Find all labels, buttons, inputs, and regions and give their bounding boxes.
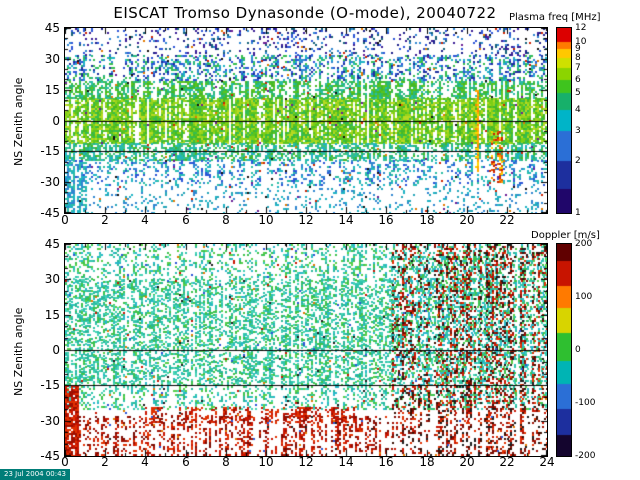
plasma-colorbar xyxy=(556,27,572,214)
x-tick-label: 10 xyxy=(258,455,274,469)
x-tick-label: 18 xyxy=(419,213,435,227)
x-tick-label: 24 xyxy=(539,455,555,469)
doppler-colorbar xyxy=(556,243,572,457)
y-axis-label-doppler: NS Zenith angle xyxy=(12,307,25,396)
y-tick-label: 15 xyxy=(44,83,60,97)
colorbar-tick-label: 5 xyxy=(575,88,581,98)
colorbar-tick-label: 12 xyxy=(575,23,587,33)
colorbar-tick-label: 100 xyxy=(575,292,593,302)
x-tick-label: 2 xyxy=(101,455,109,469)
colorbar-tick-label: 10 xyxy=(575,37,587,47)
y-tick-label: -45 xyxy=(40,206,60,220)
x-tick-label: 8 xyxy=(222,213,230,227)
y-tick-label: -30 xyxy=(40,175,60,189)
colorbar-tick-label: 2 xyxy=(575,156,581,166)
plasma-colorbar-tick-labels: 12 10 9 8 7 6 5 4 3 2 1 xyxy=(575,23,607,218)
doppler-colorbar-label: Doppler [m/s] xyxy=(531,230,600,241)
x-tick-label: 2 xyxy=(101,213,109,227)
y-tick-labels-doppler: 45 30 15 0 -15 -30 -45 xyxy=(34,238,60,462)
y-tick-label: 15 xyxy=(44,308,60,322)
colorbar-tick-label: 0 xyxy=(575,345,581,355)
doppler-heatmap xyxy=(64,243,548,457)
colorbar-tick-label: -200 xyxy=(575,451,596,461)
x-tick-label: 4 xyxy=(141,213,149,227)
y-tick-label: 45 xyxy=(44,21,60,35)
y-tick-label: 30 xyxy=(44,272,60,286)
colorbar-tick-label: 1 xyxy=(575,208,581,218)
x-tick-label: 16 xyxy=(378,455,394,469)
x-tick-label: 20 xyxy=(459,213,475,227)
y-tick-label: -15 xyxy=(40,378,60,392)
x-tick-label: 10 xyxy=(258,213,274,227)
x-tick-label: 6 xyxy=(182,213,190,227)
x-tick-label: 14 xyxy=(338,213,354,227)
x-tick-label: 18 xyxy=(419,455,435,469)
x-tick-label: 4 xyxy=(141,455,149,469)
x-tick-label: 14 xyxy=(338,455,354,469)
y-axis-label-plasma: NS Zenith angle xyxy=(12,77,25,166)
y-tick-label: 0 xyxy=(52,343,60,357)
x-tick-label: 12 xyxy=(298,213,314,227)
y-tick-label: 0 xyxy=(52,114,60,128)
x-tick-labels-doppler: 0 2 4 6 8 10 12 14 16 18 20 22 24 xyxy=(61,455,554,470)
colorbar-tick-label: 7 xyxy=(575,63,581,73)
y-tick-label: -45 xyxy=(40,449,60,463)
x-tick-label: 6 xyxy=(182,455,190,469)
colorbar-tick-label: -100 xyxy=(575,398,596,408)
colorbar-tick-label: 9 xyxy=(575,44,581,54)
plasma-frequency-heatmap xyxy=(64,27,548,214)
y-tick-label: -15 xyxy=(40,144,60,158)
x-tick-label: 0 xyxy=(61,213,69,227)
x-tick-label: 22 xyxy=(499,213,515,227)
y-tick-label: 30 xyxy=(44,52,60,66)
x-tick-label: 8 xyxy=(222,455,230,469)
colorbar-tick-label: 6 xyxy=(575,75,581,85)
x-tick-label: 12 xyxy=(298,455,314,469)
colorbar-tick-label: 200 xyxy=(575,239,593,249)
plasma-colorbar-label: Plasma freq [MHz] xyxy=(509,12,601,23)
page-title: EISCAT Tromso Dynasonde (O-mode), 200407… xyxy=(113,4,497,22)
doppler-colorbar-tick-labels: 200 100 0 -100 -200 xyxy=(575,239,607,461)
colorbar-tick-label: 3 xyxy=(575,126,581,136)
x-tick-label: 22 xyxy=(499,455,515,469)
y-tick-label: 45 xyxy=(44,237,60,251)
colorbar-tick-label: 4 xyxy=(575,105,581,115)
timestamp-badge: 23 Jul 2004 00:43 xyxy=(0,469,71,480)
x-tick-label: 16 xyxy=(378,213,394,227)
y-tick-labels-plasma: 45 30 15 0 -15 -30 -45 xyxy=(34,22,60,219)
x-tick-label: 20 xyxy=(459,455,475,469)
colorbar-tick-label: 8 xyxy=(575,53,581,63)
x-tick-labels-plasma: 0 2 4 6 8 10 12 14 16 18 20 22 xyxy=(61,213,548,228)
x-tick-label: 0 xyxy=(61,455,69,469)
y-tick-label: -30 xyxy=(40,414,60,428)
